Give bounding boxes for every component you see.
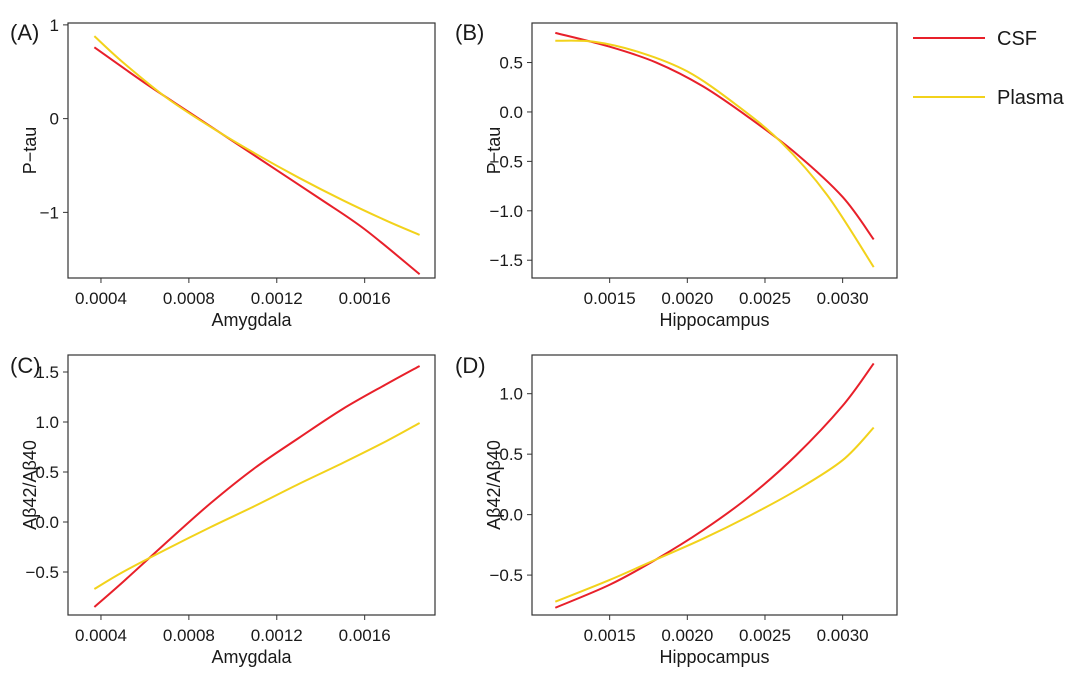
panel-c-x-tick-label: 0.0008 — [163, 626, 215, 645]
panel-b-letter: (B) — [455, 20, 484, 45]
panel-b-frame — [531, 22, 898, 279]
panel-d-y-tick-label: 0.5 — [499, 445, 523, 464]
panel-d-x-axis-title: Hippocampus — [659, 647, 769, 667]
panel-d-x-tick-label: 0.0020 — [661, 626, 713, 645]
legend-label-csf: CSF — [997, 28, 1037, 50]
panel-c-y-tick-label: 1.0 — [35, 413, 59, 432]
panel-b-series-csf-line — [555, 31, 875, 241]
panel-a: (A) 0.0004 0.0008 0.0012 0.0016 −1 0 1 Amygdala P… — [10, 16, 436, 330]
panel-c-y-tick-label: 0.0 — [35, 513, 59, 532]
panel-b-y-tick-label: −1.0 — [489, 202, 523, 221]
legend-label-plasma: Plasma — [997, 87, 1065, 109]
panel-b-x-axis-title: Hippocampus — [659, 310, 769, 330]
panel-c-x-tick-label: 0.0016 — [339, 626, 391, 645]
panel-d-y-tick-label: 1.0 — [499, 385, 523, 404]
panel-d-series-csf-line — [554, 362, 875, 609]
panel-c: (C) 0.0004 0.0008 0.0012 0.0016 1.5 1.0 0.5 0.0 −… — [10, 353, 436, 667]
panel-b-y-tick-label: −0.5 — [489, 152, 523, 171]
panel-a-frame — [67, 22, 436, 279]
panel-c-series-plasma-line — [93, 422, 421, 590]
panel-c-frame — [67, 354, 436, 616]
chart-panels: (A) 0.0004 0.0008 0.0012 0.0016 −1 0 1 Amygdala P… — [10, 16, 898, 667]
panel-c-x-tick-label: 0.0012 — [251, 626, 303, 645]
panel-b-y-tick-label: −1.5 — [489, 251, 523, 270]
panel-c-y-tick-label: −0.5 — [25, 563, 59, 582]
panel-d-y-axis-title: Aβ42/Aβ40 — [484, 440, 504, 530]
panel-b: (B) 0.0015 0.0020 0.0025 0.0030 0.5 0.0 −0.5 −1.… — [455, 20, 898, 330]
panel-a-y-tick-label: 1 — [50, 16, 59, 35]
panel-b-y-tick-label: 0.0 — [499, 103, 523, 122]
panel-d-y-tick-label: 0.0 — [499, 506, 523, 525]
panel-c-y-tick-label: 1.5 — [35, 363, 59, 382]
panel-c-x-tick-label: 0.0004 — [75, 626, 127, 645]
legend: CSF Plasma — [913, 28, 1065, 109]
panel-a-x-tick-label: 0.0012 — [251, 289, 303, 308]
panel-d-x-tick-label: 0.0025 — [739, 626, 791, 645]
panel-a-x-tick-label: 0.0004 — [75, 289, 127, 308]
panel-a-letter: (A) — [10, 20, 39, 45]
panel-d-series-plasma-line — [554, 426, 875, 603]
panel-b-y-tick-label: 0.5 — [499, 54, 523, 73]
panel-b-y-axis-title: P−tau — [484, 127, 504, 175]
panel-a-x-tick-label: 0.0016 — [339, 289, 391, 308]
panel-b-x-tick-label: 0.0015 — [584, 289, 636, 308]
panel-d: (D) 0.0015 0.0020 0.0025 0.0030 1.0 0.5 0.0 −0.5… — [455, 353, 898, 667]
panel-c-series-csf-line — [93, 365, 421, 608]
panel-d-x-tick-label: 0.0030 — [817, 626, 869, 645]
panel-a-y-tick-label: −1 — [40, 203, 59, 222]
panel-d-frame — [531, 354, 898, 616]
panel-b-x-tick-label: 0.0025 — [739, 289, 791, 308]
panel-a-y-axis-title: P−tau — [20, 127, 40, 175]
panel-d-letter: (D) — [455, 353, 486, 378]
panel-a-y-tick-label: 0 — [50, 110, 59, 129]
panel-d-y-tick-label: −0.5 — [489, 566, 523, 585]
panel-b-series-plasma-line — [555, 39, 875, 268]
panel-a-series-plasma-line — [93, 35, 421, 236]
panel-c-y-axis-title: Aβ42/Aβ40 — [20, 440, 40, 530]
panel-a-x-tick-label: 0.0008 — [163, 289, 215, 308]
panel-c-y-tick-label: 0.5 — [35, 463, 59, 482]
panel-b-x-tick-label: 0.0030 — [817, 289, 869, 308]
panel-b-x-tick-label: 0.0020 — [661, 289, 713, 308]
panel-a-x-axis-title: Amygdala — [211, 310, 292, 330]
panel-a-series-csf-line — [93, 46, 421, 276]
panel-c-x-axis-title: Amygdala — [211, 647, 292, 667]
panel-c-letter: (C) — [10, 353, 41, 378]
panel-d-x-tick-label: 0.0015 — [584, 626, 636, 645]
